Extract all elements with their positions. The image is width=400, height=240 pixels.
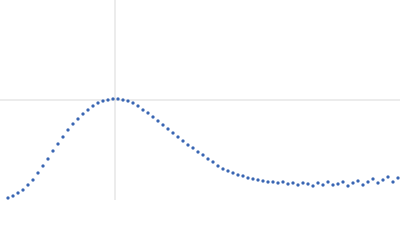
data-point bbox=[331, 183, 335, 187]
data-point bbox=[46, 157, 50, 161]
data-point bbox=[271, 180, 275, 184]
data-point bbox=[326, 180, 330, 184]
data-point bbox=[161, 123, 165, 127]
data-point bbox=[16, 191, 20, 195]
data-point bbox=[341, 180, 345, 184]
data-point bbox=[31, 178, 35, 182]
data-point bbox=[116, 97, 120, 101]
data-point bbox=[191, 146, 195, 150]
data-point bbox=[151, 115, 155, 119]
data-point bbox=[261, 179, 265, 183]
data-point bbox=[286, 182, 290, 186]
data-point bbox=[311, 184, 315, 188]
chart bbox=[0, 0, 400, 200]
data-point bbox=[251, 177, 255, 181]
data-point bbox=[86, 108, 90, 112]
data-point bbox=[76, 117, 80, 121]
data-point bbox=[106, 98, 110, 102]
data-point bbox=[171, 131, 175, 135]
data-point bbox=[186, 143, 190, 147]
data-point bbox=[291, 181, 295, 185]
data-point bbox=[351, 181, 355, 185]
data-point bbox=[231, 171, 235, 175]
data-point bbox=[241, 174, 245, 178]
data-point bbox=[101, 99, 105, 103]
data-point bbox=[41, 164, 45, 168]
data-point bbox=[306, 182, 310, 186]
data-point bbox=[136, 104, 140, 108]
data-point bbox=[156, 119, 160, 123]
data-point bbox=[81, 112, 85, 116]
data-point bbox=[346, 184, 350, 188]
data-point bbox=[61, 135, 65, 139]
data-point bbox=[66, 128, 70, 132]
data-point bbox=[361, 183, 365, 187]
data-point bbox=[206, 157, 210, 161]
data-point bbox=[256, 178, 260, 182]
data-point bbox=[266, 180, 270, 184]
data-point bbox=[356, 179, 360, 183]
data-point bbox=[246, 176, 250, 180]
data-point bbox=[226, 169, 230, 173]
data-point bbox=[176, 135, 180, 139]
data-point bbox=[6, 196, 10, 200]
data-point bbox=[26, 183, 30, 187]
data-point bbox=[391, 180, 395, 184]
data-point bbox=[56, 142, 60, 146]
data-point bbox=[376, 181, 380, 185]
data-point bbox=[336, 182, 340, 186]
data-point bbox=[111, 97, 115, 101]
data-point bbox=[146, 111, 150, 115]
data-point bbox=[366, 180, 370, 184]
data-point bbox=[201, 153, 205, 157]
data-point bbox=[381, 178, 385, 182]
data-point bbox=[316, 181, 320, 185]
data-point bbox=[91, 104, 95, 108]
data-point bbox=[11, 194, 15, 198]
data-point bbox=[181, 139, 185, 143]
data-point bbox=[21, 188, 25, 192]
data-point bbox=[126, 99, 130, 103]
data-point bbox=[216, 164, 220, 168]
data-point bbox=[131, 101, 135, 105]
data-point bbox=[236, 173, 240, 177]
data-point bbox=[321, 183, 325, 187]
data-point bbox=[196, 150, 200, 154]
data-point bbox=[296, 183, 300, 187]
data-point bbox=[276, 181, 280, 185]
data-point bbox=[221, 167, 225, 171]
data-point bbox=[71, 122, 75, 126]
data-point bbox=[96, 101, 100, 105]
data-point bbox=[211, 160, 215, 164]
data-point bbox=[141, 108, 145, 112]
data-point bbox=[301, 181, 305, 185]
data-point bbox=[121, 98, 125, 102]
data-point bbox=[396, 176, 400, 180]
data-point bbox=[371, 177, 375, 181]
data-point bbox=[281, 180, 285, 184]
data-point bbox=[386, 175, 390, 179]
data-point bbox=[36, 171, 40, 175]
data-point bbox=[166, 127, 170, 131]
data-point bbox=[51, 149, 55, 153]
